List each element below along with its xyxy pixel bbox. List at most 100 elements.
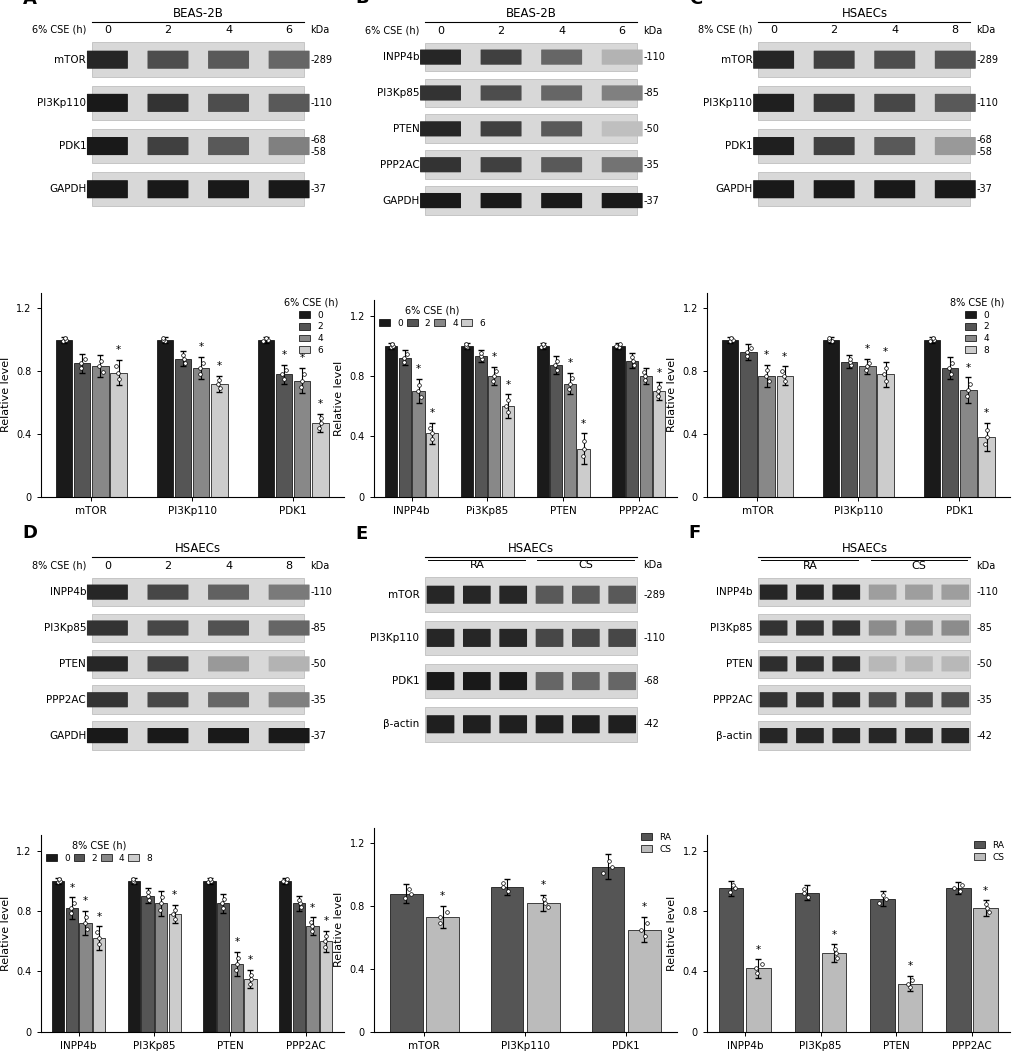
Point (410, 382, 426, 399)
Bar (549, 365, 561, 497)
Text: 4: 4 (891, 25, 898, 35)
FancyBboxPatch shape (426, 672, 453, 690)
Text: *: * (439, 892, 444, 901)
Point (311, 419, 327, 436)
Text: RA: RA (469, 560, 484, 570)
Point (317, 938, 333, 955)
FancyBboxPatch shape (463, 672, 490, 690)
FancyBboxPatch shape (752, 180, 794, 198)
Point (457, 336, 473, 353)
Point (495, 875, 512, 892)
Point (140, 883, 156, 900)
FancyBboxPatch shape (268, 728, 310, 743)
Point (155, 330, 171, 346)
Point (77, 909, 94, 926)
Text: PPP2AC: PPP2AC (379, 160, 419, 170)
Text: HSAECs: HSAECs (175, 542, 221, 555)
Text: F: F (688, 524, 700, 542)
Point (625, 353, 641, 370)
FancyBboxPatch shape (572, 629, 599, 647)
Point (753, 955, 769, 972)
Bar (217, 903, 229, 1032)
Point (776, 372, 793, 389)
Bar (92, 686, 304, 714)
Text: -42: -42 (643, 719, 658, 730)
FancyBboxPatch shape (268, 584, 310, 600)
Point (820, 332, 837, 349)
Point (943, 354, 959, 371)
Bar (758, 42, 969, 77)
Text: kDa: kDa (975, 560, 995, 571)
Text: mTOR: mTOR (54, 55, 87, 64)
FancyBboxPatch shape (148, 728, 189, 743)
FancyBboxPatch shape (868, 728, 896, 743)
Bar (92, 85, 304, 120)
FancyBboxPatch shape (541, 121, 582, 137)
Bar (92, 128, 304, 163)
FancyBboxPatch shape (832, 584, 859, 600)
Text: *: * (323, 916, 328, 927)
Text: -110: -110 (310, 588, 332, 597)
Point (624, 349, 640, 365)
Text: -289: -289 (310, 55, 332, 64)
Point (211, 372, 227, 389)
Point (63, 905, 79, 921)
Text: *: * (763, 351, 768, 360)
Text: PI3Kp110: PI3Kp110 (370, 633, 419, 643)
Bar (52, 880, 64, 1032)
Text: *: * (864, 344, 869, 354)
Point (176, 351, 193, 367)
FancyBboxPatch shape (601, 49, 642, 64)
Text: *: * (965, 362, 970, 373)
FancyBboxPatch shape (868, 620, 896, 636)
Point (166, 910, 182, 927)
Bar (306, 927, 318, 1032)
Point (51, 871, 67, 888)
FancyBboxPatch shape (795, 656, 823, 672)
Point (976, 436, 993, 453)
Text: -110: -110 (310, 98, 332, 107)
Text: BEAS-2B: BEAS-2B (505, 7, 556, 20)
Bar (611, 345, 624, 497)
Bar (628, 930, 660, 1032)
Text: -42: -42 (975, 731, 991, 740)
Text: GAPDH: GAPDH (49, 731, 87, 740)
Text: PPP2AC: PPP2AC (712, 695, 752, 704)
FancyBboxPatch shape (601, 157, 642, 173)
FancyBboxPatch shape (813, 137, 854, 155)
Point (293, 372, 310, 389)
Point (874, 365, 891, 382)
FancyBboxPatch shape (759, 728, 787, 743)
Point (398, 345, 415, 362)
FancyBboxPatch shape (607, 629, 636, 647)
Bar (794, 893, 818, 1032)
Text: CS: CS (578, 560, 593, 570)
Point (474, 351, 490, 367)
Text: *: * (318, 399, 323, 409)
Text: PI3Kp110: PI3Kp110 (703, 98, 752, 107)
Point (826, 945, 843, 961)
Point (562, 370, 579, 386)
FancyBboxPatch shape (148, 180, 189, 198)
Text: 6: 6 (619, 25, 625, 36)
Text: BEAS-2B: BEAS-2B (172, 6, 223, 20)
Text: -68
-58: -68 -58 (975, 135, 991, 157)
Text: -85: -85 (310, 623, 326, 633)
Point (639, 915, 655, 932)
FancyBboxPatch shape (87, 137, 127, 155)
Text: -37: -37 (310, 184, 326, 194)
Text: GAPDH: GAPDH (714, 184, 752, 194)
Text: kDa: kDa (643, 25, 662, 36)
Text: β-actin: β-actin (383, 719, 419, 730)
Text: *: * (69, 882, 74, 893)
Bar (110, 373, 126, 497)
FancyBboxPatch shape (208, 94, 249, 112)
Bar (869, 899, 894, 1032)
Bar (527, 903, 559, 1032)
Text: 4: 4 (225, 25, 232, 35)
Point (211, 379, 227, 396)
Point (499, 882, 516, 899)
Text: -110: -110 (975, 588, 998, 597)
Bar (92, 614, 304, 642)
Point (722, 330, 739, 346)
